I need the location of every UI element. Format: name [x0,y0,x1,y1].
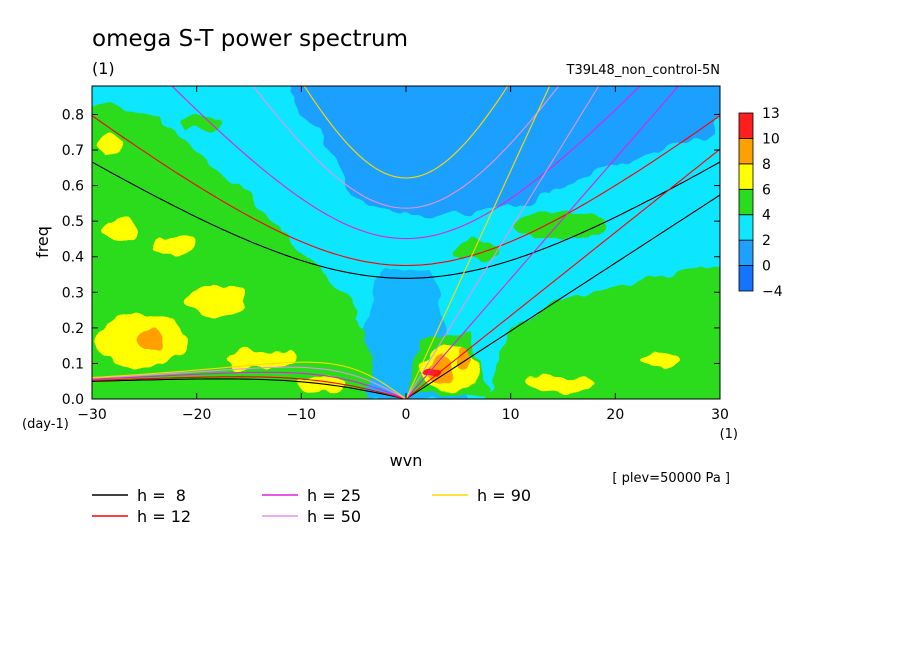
y-axis-label: freq [33,226,52,258]
colorbar-swatch [738,138,754,165]
y-tick-label: 0.3 [62,285,84,301]
x-tick-label: 30 [711,407,729,423]
x-tick-label: −30 [77,407,107,423]
colorbar-swatch [738,112,754,139]
y-axis: 0.0 0.1 0.2 0.3 0.4 0.5 0.6 0.7 0.8 [62,107,720,408]
field-patch-6-2 [185,284,245,316]
kelvin-curve [405,86,600,399]
title-units: (1) [92,59,115,78]
field-patch-8-1 [136,331,164,349]
inertia-gravity-curve [303,86,509,179]
power-field [92,86,720,399]
colorbar-label: 8 [762,157,771,173]
kelvin-curve [405,194,720,399]
plot-area [92,86,720,399]
y-tick-label: 0.2 [62,321,84,337]
legend-label: h = 50 [307,507,361,526]
y-axis-units: (day-1) [22,417,69,432]
field-patch-6-3 [153,235,197,255]
x-axis: −30 −20 −10 0 10 20 30 [77,86,729,423]
y-tick-label: 0.1 [62,356,84,372]
inertia-gravity-curve [252,86,560,209]
inertia-gravity-curve [92,161,720,279]
x-tick-label: −20 [182,407,212,423]
field-patch-c [450,240,500,260]
y-tick-label: 0.4 [62,250,84,266]
colorbar-label: 4 [762,208,771,224]
y-tick-label: 0.7 [62,143,84,159]
legend-label: h = 8 [137,486,186,505]
x-axis-label: wvn [390,451,423,470]
rossby-curve [92,371,407,399]
field-patch-b [515,211,605,239]
legend-label: h = 90 [477,486,531,505]
y-tick-label: 0.5 [62,214,84,230]
x-tick-label: 20 [606,407,624,423]
colorbar-swatch [738,214,754,241]
colorbar-label: 13 [762,106,780,122]
colorbar-label: −4 [762,284,783,300]
field-patch-6-4 [225,350,295,370]
x-tick-label: 10 [502,407,520,423]
curve-legend: h = 8 h = 12 h = 25 h = 50 h = 90 [92,486,531,526]
legend-label: h = 25 [307,486,361,505]
inertia-gravity-curve [171,86,641,240]
y-tick-label: 0.6 [62,179,84,195]
kelvin-curve [405,148,720,399]
kelvin-curve [405,86,680,399]
rossby-curve [92,361,407,399]
colorbar-label: 10 [762,131,780,147]
field-patch-6-7 [525,376,595,394]
colorbar-label: 0 [762,259,771,275]
colorbar-label: 6 [762,182,771,198]
x-tick-label: 0 [402,407,411,423]
field-patch-6-8 [640,350,680,370]
rossby-curve [92,366,407,399]
x-tick-label: −10 [287,407,317,423]
colorbar-label: 2 [762,233,771,249]
plev-annotation: [ plev=50000 Pa ] [612,471,730,486]
field-patch-8-3 [457,350,473,370]
rossby-curve [92,378,407,399]
run-label: T39L48_non_control-5N [566,63,720,78]
field-patch-a [180,112,220,132]
colorbar-swatch [738,239,754,266]
kelvin-curve [405,86,551,399]
rossby-curve [92,376,407,399]
colorbar: 13 10 8 6 4 2 0 −4 [738,106,783,300]
field-patch-6-5 [102,218,138,242]
inertia-gravity-curve [92,115,720,267]
dispersion-curves [92,86,720,399]
chart-title: omega S-T power spectrum [92,26,408,52]
legend-label: h = 12 [137,507,191,526]
colorbar-swatch [738,163,754,190]
y-tick-label: 0.0 [62,392,84,408]
x-axis-units: (1) [720,427,738,442]
colorbar-swatch [738,265,754,292]
y-tick-label: 0.8 [62,107,84,123]
colorbar-swatch [738,188,754,216]
field-patch-6-9 [98,135,122,155]
